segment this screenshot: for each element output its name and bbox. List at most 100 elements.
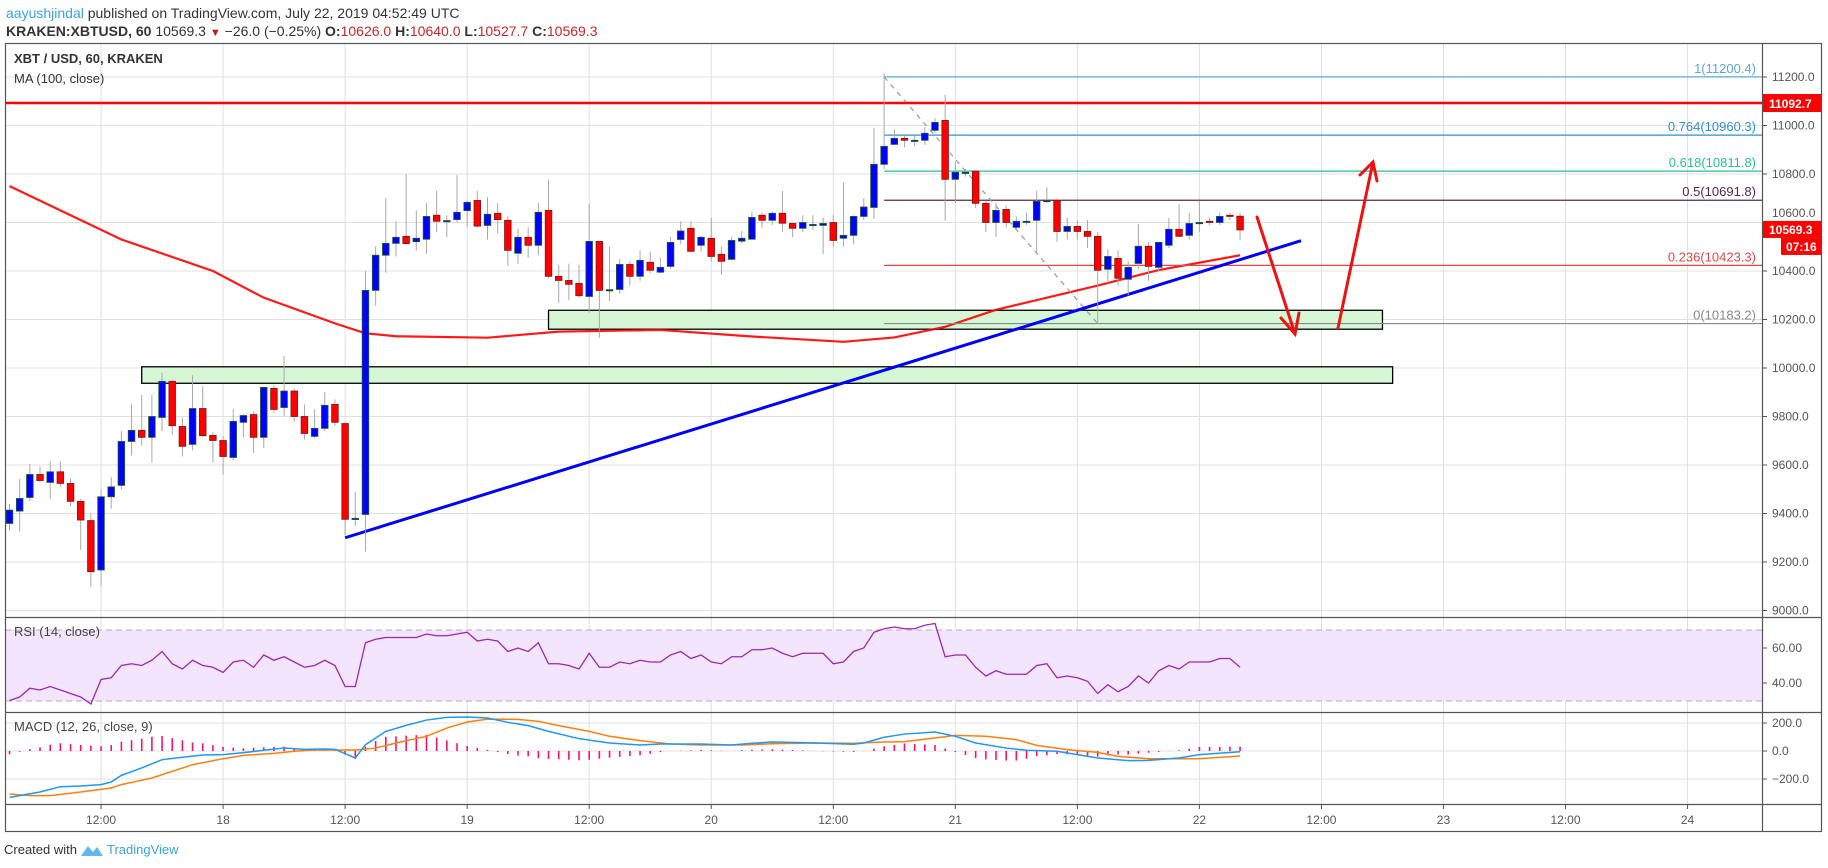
candle[interactable] bbox=[46, 461, 54, 499]
candle[interactable] bbox=[382, 198, 390, 273]
candle[interactable] bbox=[1012, 216, 1021, 230]
candle[interactable] bbox=[300, 404, 309, 440]
candle[interactable] bbox=[453, 175, 461, 223]
candle[interactable] bbox=[260, 386, 268, 449]
candle[interactable] bbox=[992, 203, 1000, 238]
candle[interactable] bbox=[463, 200, 471, 228]
candle[interactable] bbox=[341, 422, 349, 536]
candle[interactable] bbox=[870, 127, 878, 219]
candle[interactable] bbox=[361, 271, 370, 552]
candle[interactable] bbox=[758, 212, 766, 228]
candle[interactable] bbox=[748, 211, 756, 240]
candle[interactable] bbox=[493, 203, 502, 234]
rsi-pane[interactable] bbox=[9, 622, 1241, 705]
candle[interactable] bbox=[585, 203, 593, 313]
candle[interactable] bbox=[66, 478, 75, 507]
candle[interactable] bbox=[788, 222, 797, 238]
candle[interactable] bbox=[717, 246, 726, 275]
candle[interactable] bbox=[941, 94, 949, 221]
candle[interactable] bbox=[819, 217, 827, 255]
candle[interactable] bbox=[646, 251, 654, 274]
candle[interactable] bbox=[1002, 205, 1010, 228]
candle[interactable] bbox=[554, 264, 563, 303]
candle[interactable] bbox=[921, 126, 929, 145]
candle[interactable] bbox=[1216, 212, 1224, 225]
candle[interactable] bbox=[1124, 261, 1132, 296]
candle[interactable] bbox=[412, 210, 421, 251]
candle[interactable] bbox=[138, 394, 146, 446]
candle[interactable] bbox=[890, 129, 898, 145]
candle[interactable] bbox=[1155, 241, 1163, 271]
candle[interactable] bbox=[219, 435, 227, 475]
candle[interactable] bbox=[1114, 250, 1122, 286]
candle[interactable] bbox=[158, 372, 166, 432]
candle[interactable] bbox=[371, 246, 380, 306]
candle[interactable] bbox=[321, 392, 329, 432]
candle[interactable] bbox=[504, 216, 512, 267]
candle[interactable] bbox=[1073, 220, 1082, 240]
candle[interactable] bbox=[56, 461, 65, 487]
candle[interactable] bbox=[26, 463, 34, 502]
candle[interactable] bbox=[605, 246, 614, 302]
candle[interactable] bbox=[280, 356, 288, 417]
candle[interactable] bbox=[687, 221, 695, 252]
candle[interactable] bbox=[77, 498, 85, 550]
candle[interactable] bbox=[778, 190, 787, 233]
candle[interactable] bbox=[117, 431, 126, 490]
candle[interactable] bbox=[697, 235, 705, 252]
candle[interactable] bbox=[666, 237, 675, 269]
candle[interactable] bbox=[1165, 217, 1173, 248]
candle[interactable] bbox=[402, 174, 410, 244]
candle[interactable] bbox=[656, 257, 665, 274]
candle[interactable] bbox=[595, 241, 604, 338]
candle[interactable] bbox=[432, 190, 441, 233]
candle[interactable] bbox=[514, 228, 522, 264]
candle[interactable] bbox=[524, 227, 532, 258]
candle[interactable] bbox=[239, 414, 248, 438]
candle[interactable] bbox=[6, 503, 14, 531]
candle[interactable] bbox=[249, 411, 258, 453]
candle[interactable] bbox=[951, 161, 960, 204]
candle[interactable] bbox=[931, 118, 939, 133]
candle[interactable] bbox=[900, 135, 909, 148]
candle[interactable] bbox=[910, 135, 919, 147]
candle[interactable] bbox=[1226, 212, 1234, 221]
candle[interactable] bbox=[1083, 220, 1092, 248]
candle[interactable] bbox=[626, 261, 634, 286]
candle[interactable] bbox=[1205, 217, 1214, 225]
candle[interactable] bbox=[860, 198, 868, 221]
candle[interactable] bbox=[310, 409, 319, 439]
candle[interactable] bbox=[1063, 217, 1071, 240]
candle[interactable] bbox=[188, 375, 197, 451]
candle[interactable] bbox=[1094, 232, 1102, 324]
support-zone[interactable] bbox=[141, 366, 1394, 384]
candle[interactable] bbox=[616, 258, 624, 294]
candle[interactable] bbox=[127, 404, 136, 456]
candle[interactable] bbox=[1053, 198, 1061, 242]
candle[interactable] bbox=[36, 466, 44, 482]
author-link[interactable]: aayushjindal bbox=[6, 5, 84, 21]
candle[interactable] bbox=[829, 215, 837, 247]
candle[interactable] bbox=[738, 230, 746, 244]
main-pane[interactable]: 1(11200.4) 0.764(10960.3) 0.618(10811.8) 0.… bbox=[6, 61, 1762, 587]
candle[interactable] bbox=[1134, 223, 1143, 269]
candle[interactable] bbox=[229, 409, 237, 461]
candle[interactable] bbox=[971, 170, 980, 208]
candle[interactable] bbox=[707, 217, 715, 262]
candle[interactable] bbox=[849, 215, 858, 245]
tradingview-link[interactable]: TradingView bbox=[106, 842, 179, 857]
candle[interactable] bbox=[107, 477, 115, 509]
candle[interactable] bbox=[15, 479, 24, 532]
candle[interactable] bbox=[727, 237, 736, 261]
candle[interactable] bbox=[1185, 212, 1193, 240]
candle[interactable] bbox=[575, 264, 583, 298]
candle[interactable] bbox=[473, 190, 482, 228]
candle[interactable] bbox=[809, 215, 817, 230]
macd-pane[interactable] bbox=[8, 716, 1241, 799]
candle[interactable] bbox=[483, 197, 492, 240]
candle[interactable] bbox=[839, 182, 848, 247]
candle[interactable] bbox=[178, 417, 187, 457]
candle[interactable] bbox=[270, 384, 278, 413]
candle[interactable] bbox=[331, 399, 339, 427]
